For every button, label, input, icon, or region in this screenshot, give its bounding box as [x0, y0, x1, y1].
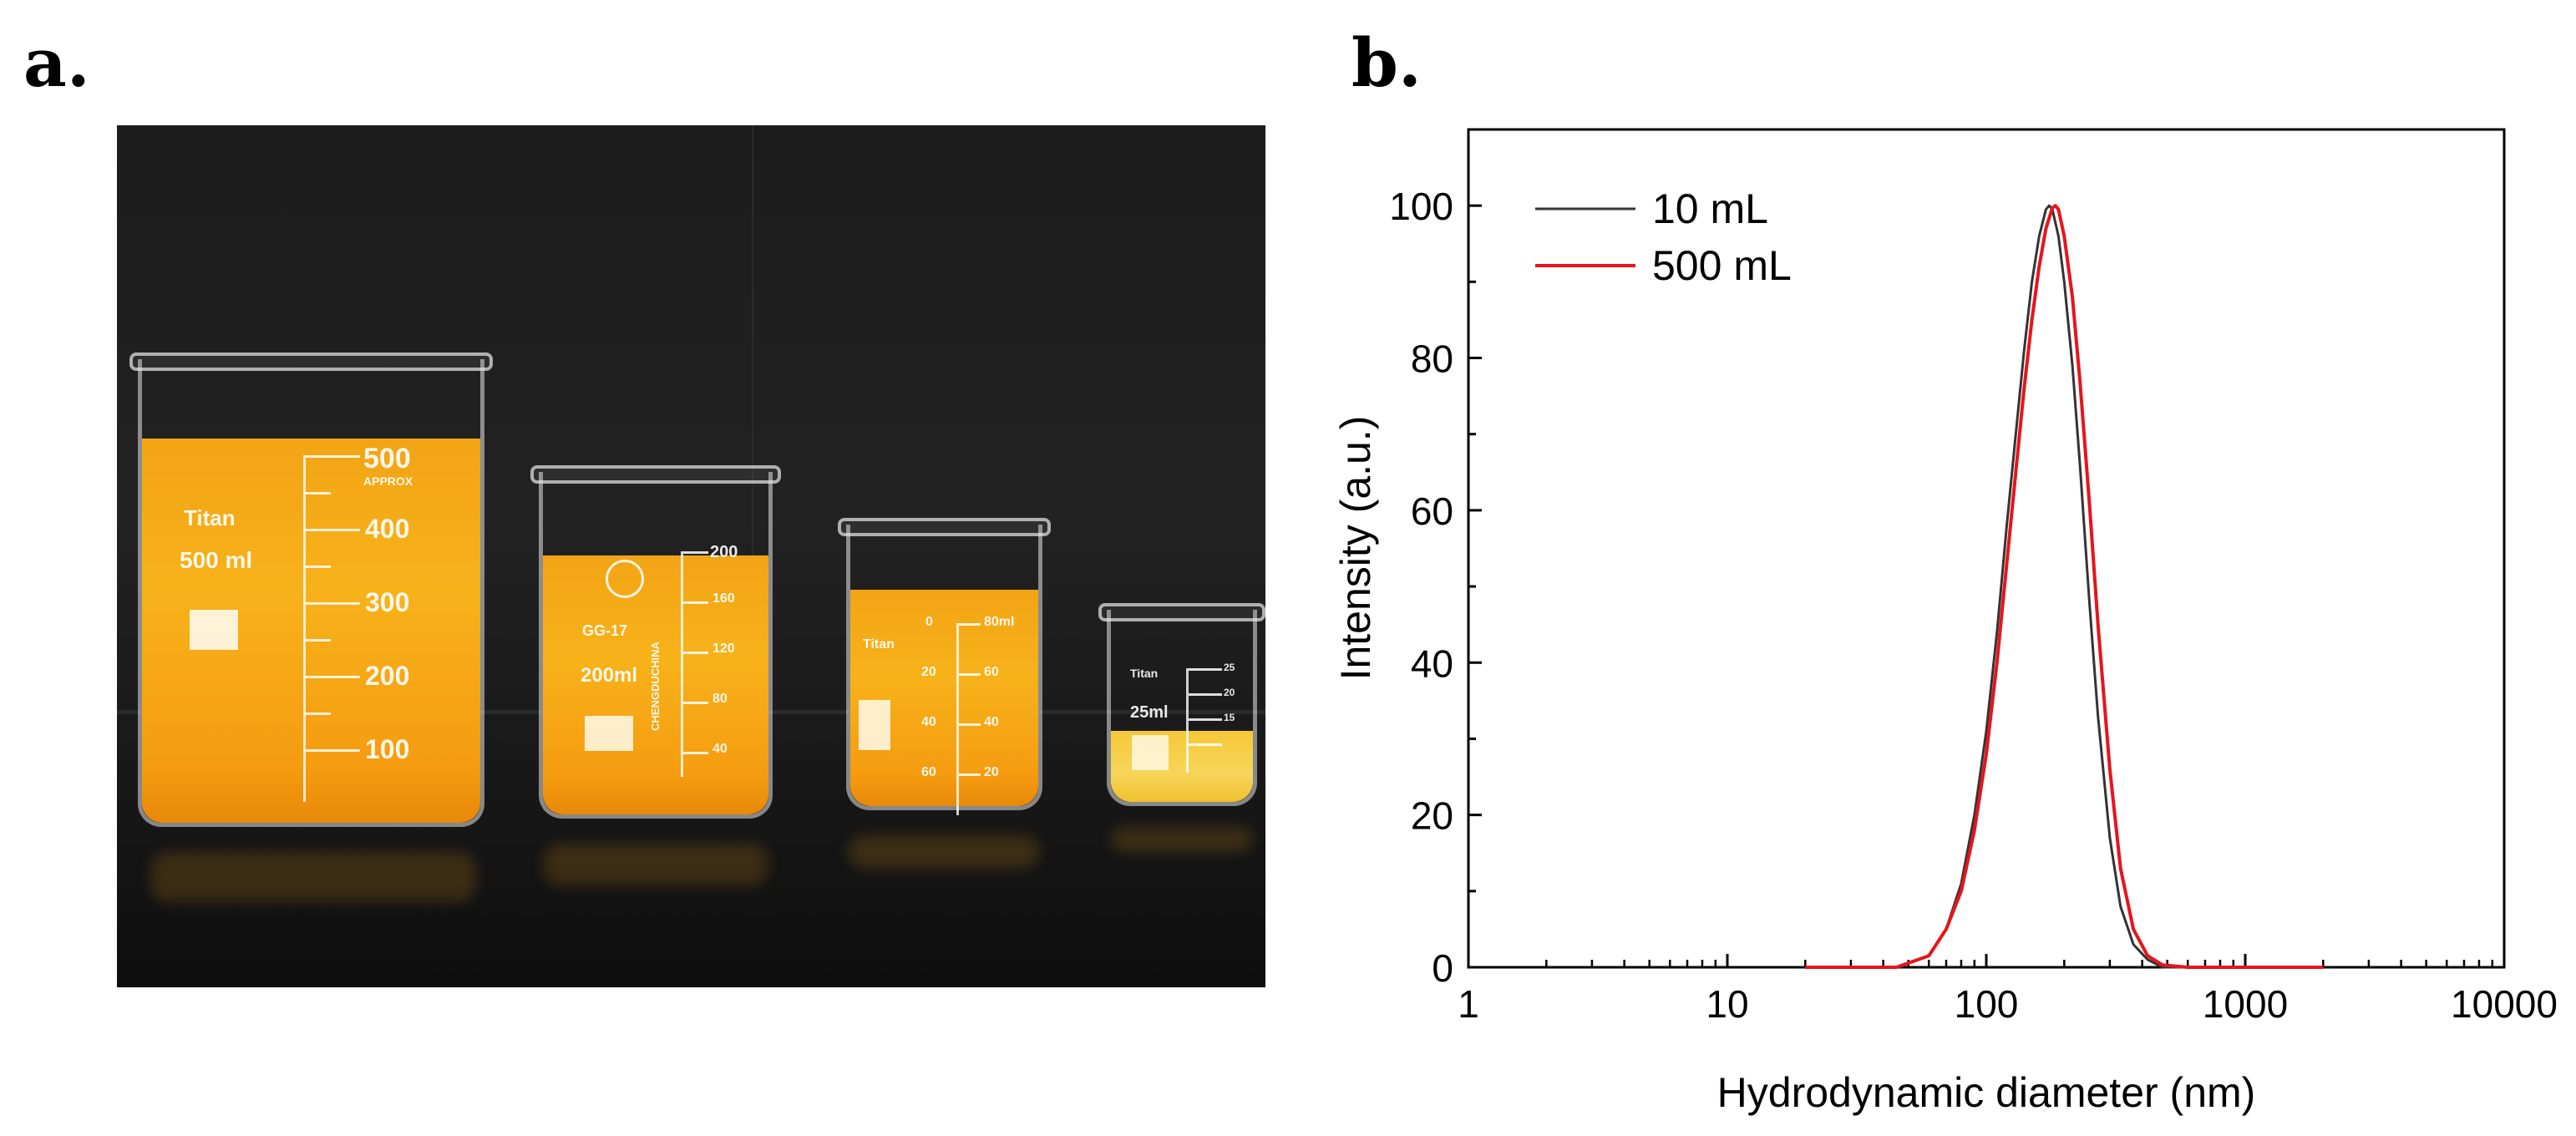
y-tick-label: 100	[1389, 185, 1453, 228]
beaker-500ml-scale	[303, 455, 360, 802]
y-tick-label: 40	[1411, 642, 1453, 685]
beaker-100ml-liquid	[850, 590, 1038, 806]
beaker-200ml-scale	[681, 551, 708, 777]
beaker-200ml-mark-80: 80	[712, 692, 728, 706]
beaker-100ml-left-mark-0: 0	[925, 615, 933, 629]
beaker-200ml-mark-120: 120	[712, 642, 735, 656]
series-line-500ml	[1805, 204, 2324, 969]
beaker-25ml-brand: Titan	[1130, 667, 1159, 680]
legend: 10 mL 500 mL	[1535, 185, 1792, 289]
beaker-25ml-scale	[1186, 668, 1222, 773]
beaker-100ml-mark-60: 60	[984, 665, 999, 679]
beaker-100ml-mark-80ml: 80ml	[984, 615, 1015, 629]
beaker-500ml-mark-400: 400	[365, 514, 410, 544]
x-tick-label: 1	[1458, 982, 1479, 1026]
legend-label-10ml: 10 mL	[1652, 185, 1768, 232]
beaker-500ml-approx: APPROX	[363, 474, 413, 488]
beaker-500ml-mark-200: 200	[365, 661, 410, 691]
beaker-100ml-mark-40: 40	[984, 715, 999, 729]
beaker-200ml-volume: 200ml	[581, 664, 638, 687]
y-tick-label: 60	[1411, 489, 1453, 533]
beaker-25ml: Titan 25ml 25 20 15	[1098, 603, 1265, 806]
beaker-500ml-mark-300: 300	[365, 587, 410, 617]
beaker-200ml: GG-17 200ml CHENGDUCHINA 200 160 120 80 …	[530, 465, 781, 819]
beaker-200ml-mark-40: 40	[712, 742, 728, 756]
x-tick-label: 1000	[2203, 982, 2288, 1026]
beaker-500ml: Titan 500 ml 500 APPROX 400 300 200 100	[129, 352, 493, 827]
y-tick-label: 20	[1411, 794, 1453, 838]
x-axis-title: Hydrodynamic diameter (nm)	[1717, 1069, 2256, 1116]
y-tick-label: 0	[1432, 946, 1453, 990]
beaker-200ml-mark-160: 160	[712, 591, 735, 606]
series-line-10ml	[1805, 204, 2324, 969]
beaker-200ml-scale-top: 200	[710, 543, 738, 561]
beaker-200ml-liquid	[543, 555, 768, 814]
beaker-500ml-brand: Titan	[184, 505, 236, 530]
beaker-100ml-mark-20: 20	[984, 765, 999, 779]
x-tick-label: 100	[1955, 982, 2019, 1026]
beaker-25ml-mark-15: 15	[1224, 712, 1235, 723]
beaker-25ml-mark-20: 20	[1224, 687, 1235, 698]
beaker-100ml-scale	[956, 623, 981, 815]
panel-b-label: b.	[1351, 23, 1422, 102]
beaker-500ml-scale-top: 500	[363, 443, 411, 474]
beaker-500ml-volume: 500 ml	[180, 547, 253, 573]
beaker-25ml-volume: 25ml	[1130, 703, 1169, 722]
beaker-100ml-left-mark-20: 20	[921, 665, 936, 679]
beaker-100ml: Titan 0 20 40 60 80ml 60 40 20	[838, 518, 1051, 815]
beaker-100ml-left-mark-40: 40	[921, 715, 936, 729]
beaker-500ml-mark-100: 100	[365, 734, 410, 764]
beaker-photo: Titan 500 ml 500 APPROX 400 300 200 100 …	[117, 125, 1265, 987]
x-tick-label: 10000	[2451, 982, 2558, 1026]
panel-a-label: a.	[23, 23, 90, 102]
legend-label-500ml: 500 mL	[1652, 242, 1792, 289]
beaker-100ml-left-mark-60: 60	[921, 765, 936, 779]
x-tick-label: 10	[1706, 982, 1748, 1026]
y-axis-title: Intensity (a.u.)	[1332, 416, 1379, 681]
beaker-200ml-brand: GG-17	[582, 622, 628, 639]
beaker-25ml-mark-25: 25	[1224, 662, 1235, 673]
beaker-100ml-brand: Titan	[863, 637, 895, 652]
plot-frame	[1467, 128, 2506, 969]
y-tick-label: 80	[1411, 337, 1453, 381]
